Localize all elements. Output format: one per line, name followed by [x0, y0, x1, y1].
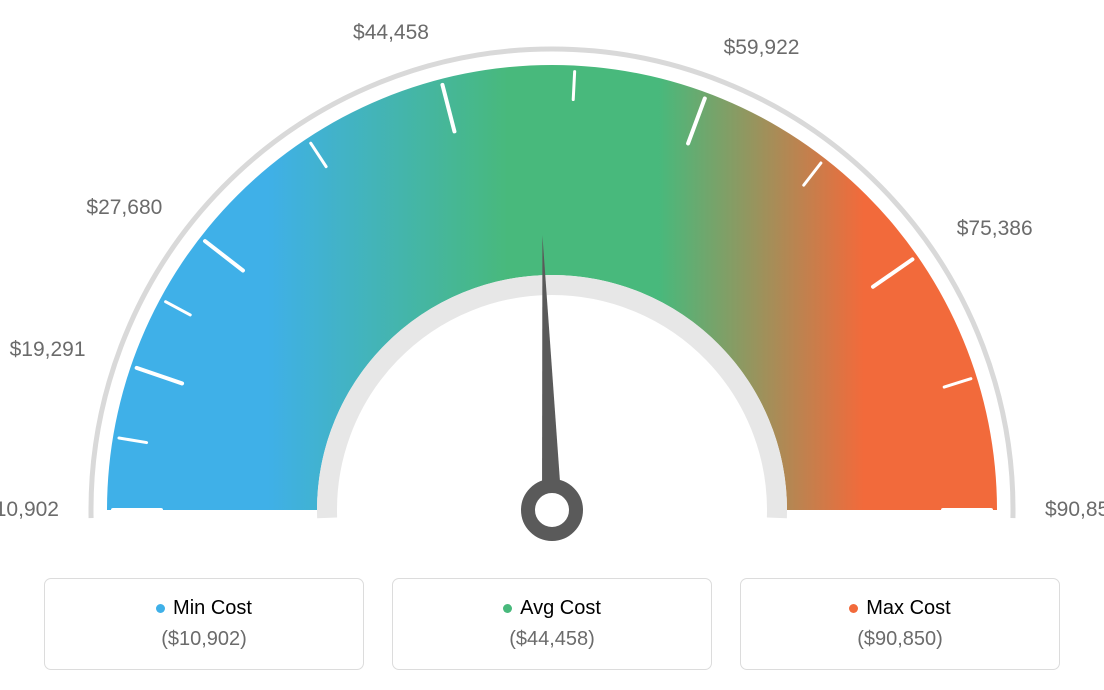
avg-cost-card: Avg Cost ($44,458) — [392, 578, 712, 670]
avg-cost-value: ($44,458) — [509, 628, 595, 651]
chart-container: $10,902 $19,291 $27,680 $44,458 $59,922 $75,3… — [0, 0, 1104, 690]
min-cost-value: ($10,902) — [161, 628, 247, 651]
gauge-tick-label: $75,386 — [957, 217, 1033, 241]
max-cost-label: Max Cost — [866, 597, 950, 620]
dot-icon — [503, 604, 512, 613]
avg-cost-title: Avg Cost — [503, 597, 601, 620]
dot-icon — [849, 604, 858, 613]
max-cost-title: Max Cost — [849, 597, 950, 620]
avg-cost-label: Avg Cost — [520, 597, 601, 620]
gauge-tick-label: $59,922 — [724, 36, 800, 60]
max-cost-value: ($90,850) — [857, 628, 943, 651]
gauge-svg — [42, 30, 1062, 590]
gauge-tick-label: $90,850 — [1045, 498, 1104, 522]
gauge-chart: $10,902 $19,291 $27,680 $44,458 $59,922 $75,3… — [0, 0, 1104, 560]
summary-row: Min Cost ($10,902) Avg Cost ($44,458) Ma… — [0, 578, 1104, 670]
min-cost-title: Min Cost — [156, 597, 252, 620]
gauge-tick-label: $27,680 — [86, 196, 162, 220]
min-cost-card: Min Cost ($10,902) — [44, 578, 364, 670]
max-cost-card: Max Cost ($90,850) — [740, 578, 1060, 670]
gauge-tick-label: $44,458 — [353, 21, 429, 45]
gauge-tick-label: $10,902 — [0, 498, 59, 522]
min-cost-label: Min Cost — [173, 597, 252, 620]
gauge-tick-label: $19,291 — [10, 338, 86, 362]
dot-icon — [156, 604, 165, 613]
